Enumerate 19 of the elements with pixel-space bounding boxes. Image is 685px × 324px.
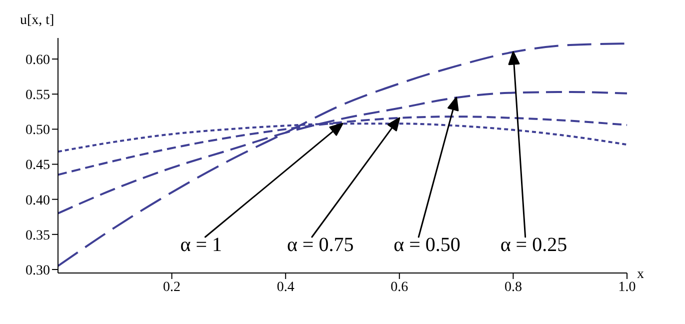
annotation: α = 0.75 [286,234,354,256]
annotation: α = 0.50 [394,234,460,256]
y-tick-label: 0.60 [26,53,50,68]
x-tick-label: 0.8 [504,280,522,295]
x-tick-label: 0.2 [163,280,181,295]
annotation: α = 0.25 [500,234,568,256]
y-axis-title: u[x, t] [20,13,54,28]
y-tick-label: 0.55 [26,88,50,104]
x-tick-label: 0.6 [390,280,408,295]
y-tick-label: 0.30 [26,263,50,278]
y-tick-label: 0.40 [26,193,50,208]
x-axis-title: x [637,267,644,282]
y-tick-label: 0.35 [26,228,50,244]
line-series [58,42,627,267]
x-tick-label: 1.0 [618,280,636,295]
x-tick-label: 0.4 [276,280,294,295]
annotation: α = 1 [180,234,222,256]
y-tick-label: 0.50 [26,123,50,138]
y-tick-label: 0.45 [26,158,50,174]
